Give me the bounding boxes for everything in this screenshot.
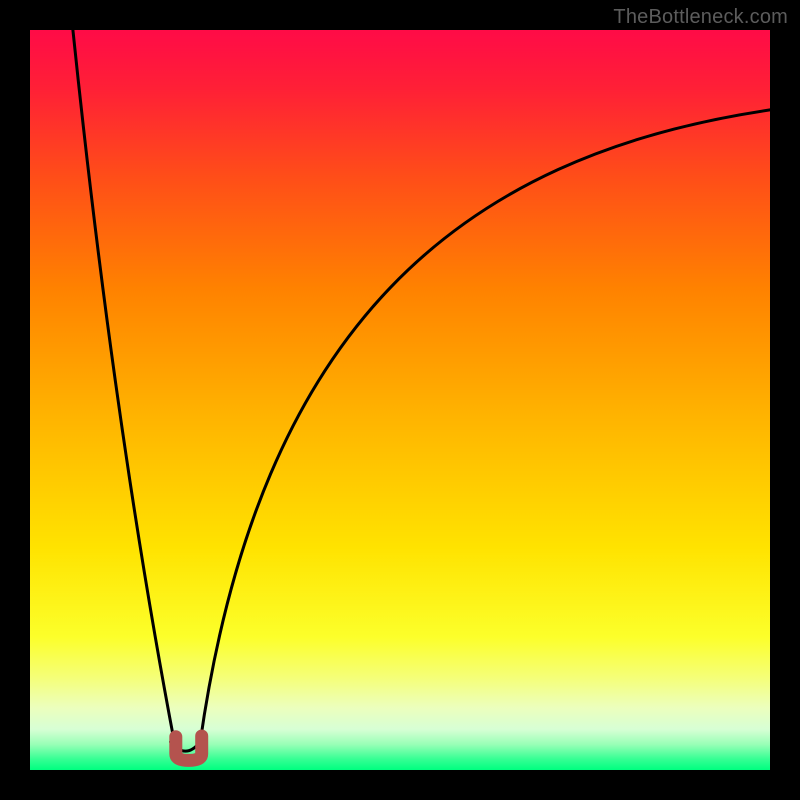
chart-container: TheBottleneck.com <box>0 0 800 800</box>
bottleneck-chart <box>0 0 800 800</box>
gradient-background <box>30 30 770 770</box>
